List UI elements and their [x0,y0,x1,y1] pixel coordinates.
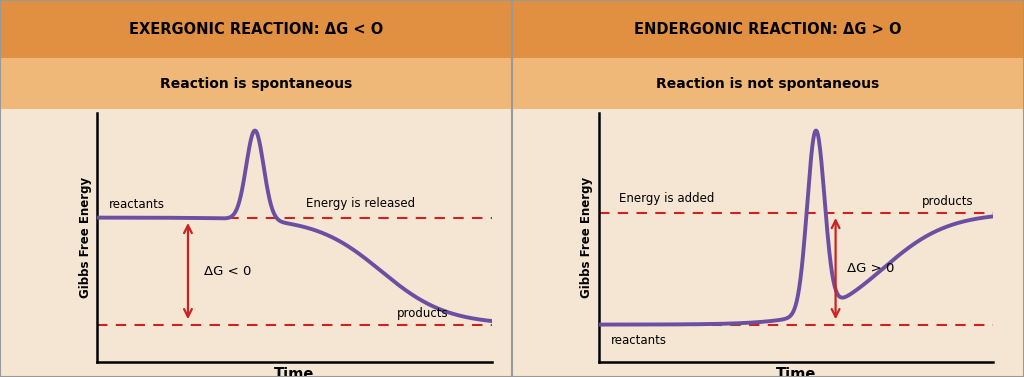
Text: reactants: reactants [611,334,667,347]
X-axis label: Time: Time [776,368,816,377]
Text: Reaction is not spontaneous: Reaction is not spontaneous [656,77,880,91]
Text: Energy is added: Energy is added [618,192,714,205]
Text: ΔG > 0: ΔG > 0 [848,262,895,275]
Text: products: products [923,195,974,208]
Text: ENDERGONIC REACTION: ΔG > O: ENDERGONIC REACTION: ΔG > O [634,22,902,37]
Text: Energy is released: Energy is released [306,197,416,210]
Text: EXERGONIC REACTION: ΔG < O: EXERGONIC REACTION: ΔG < O [129,22,383,37]
Y-axis label: Gibbs Free Energy: Gibbs Free Energy [581,177,594,298]
Text: ΔG < 0: ΔG < 0 [204,265,251,277]
Y-axis label: Gibbs Free Energy: Gibbs Free Energy [79,177,92,298]
Text: products: products [397,307,449,320]
Text: Reaction is spontaneous: Reaction is spontaneous [160,77,352,91]
X-axis label: Time: Time [274,368,314,377]
Text: reactants: reactants [110,198,165,211]
